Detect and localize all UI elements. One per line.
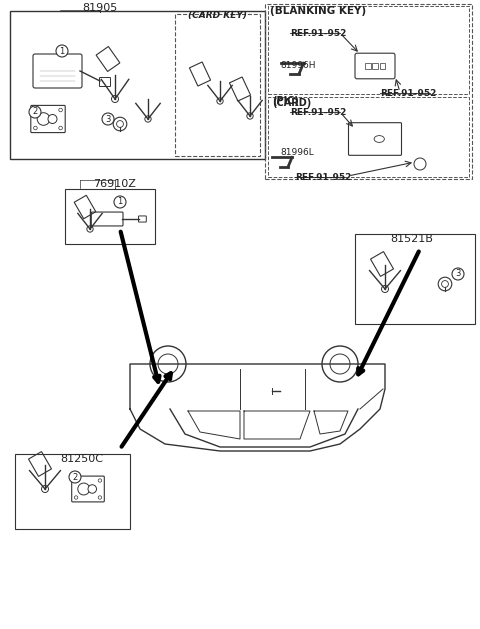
- Circle shape: [452, 268, 464, 280]
- Bar: [372, 64, 378, 69]
- Bar: [268, 97, 469, 177]
- Circle shape: [414, 158, 426, 170]
- Text: 81996H: 81996H: [280, 62, 315, 70]
- Text: 1: 1: [118, 198, 122, 206]
- Circle shape: [145, 116, 151, 122]
- Text: REF.91-952: REF.91-952: [380, 89, 436, 98]
- Bar: [380, 64, 385, 69]
- Text: REF.91-952: REF.91-952: [290, 108, 347, 117]
- Bar: [265, 4, 472, 179]
- Bar: [268, 6, 469, 94]
- Circle shape: [87, 226, 93, 232]
- Bar: [365, 64, 371, 69]
- Circle shape: [29, 106, 41, 118]
- Text: 2: 2: [32, 108, 37, 116]
- Bar: [190, 62, 211, 86]
- Circle shape: [74, 479, 78, 482]
- Text: (PIC): (PIC): [272, 96, 299, 106]
- Text: 81250C: 81250C: [60, 454, 103, 464]
- Circle shape: [37, 113, 50, 125]
- Bar: [355, 234, 475, 324]
- Circle shape: [322, 346, 358, 382]
- Bar: [15, 454, 130, 529]
- Circle shape: [98, 479, 102, 482]
- Text: (CARD KEY): (CARD KEY): [189, 11, 248, 20]
- Circle shape: [34, 108, 37, 112]
- Text: 2: 2: [72, 472, 78, 482]
- Bar: [28, 452, 51, 476]
- Circle shape: [330, 354, 350, 374]
- Circle shape: [56, 45, 68, 57]
- Circle shape: [98, 496, 102, 499]
- Circle shape: [41, 486, 48, 493]
- Text: 3: 3: [456, 269, 461, 279]
- Bar: [96, 47, 120, 72]
- Text: 81996L: 81996L: [280, 148, 314, 157]
- Text: 81905: 81905: [83, 3, 118, 13]
- Bar: [74, 195, 96, 219]
- Text: 76910Z: 76910Z: [94, 179, 136, 189]
- Text: 3: 3: [105, 114, 111, 123]
- Text: REF.91-952: REF.91-952: [295, 173, 351, 182]
- Text: (CARD): (CARD): [272, 98, 311, 108]
- Circle shape: [111, 96, 119, 103]
- Circle shape: [247, 113, 253, 119]
- Circle shape: [88, 485, 96, 493]
- Circle shape: [382, 286, 388, 292]
- Circle shape: [217, 98, 223, 104]
- Circle shape: [69, 471, 81, 483]
- Circle shape: [78, 483, 90, 495]
- Circle shape: [48, 114, 57, 123]
- Bar: [175, 14, 260, 156]
- Text: 81521B: 81521B: [390, 234, 433, 244]
- Circle shape: [113, 117, 127, 131]
- Circle shape: [114, 196, 126, 208]
- Circle shape: [438, 277, 452, 291]
- Circle shape: [102, 113, 114, 125]
- Text: REF.91-952: REF.91-952: [290, 29, 347, 38]
- Circle shape: [59, 126, 62, 130]
- Text: 1: 1: [60, 47, 65, 55]
- Text: (BLANKING KEY): (BLANKING KEY): [270, 6, 366, 16]
- Circle shape: [117, 121, 123, 128]
- Circle shape: [442, 281, 448, 287]
- Circle shape: [158, 354, 178, 374]
- Bar: [229, 77, 251, 101]
- Circle shape: [150, 346, 186, 382]
- Circle shape: [74, 496, 78, 499]
- Circle shape: [59, 108, 62, 112]
- Bar: [371, 252, 394, 276]
- Circle shape: [34, 126, 37, 130]
- Bar: [65, 189, 155, 244]
- Bar: [10, 11, 265, 159]
